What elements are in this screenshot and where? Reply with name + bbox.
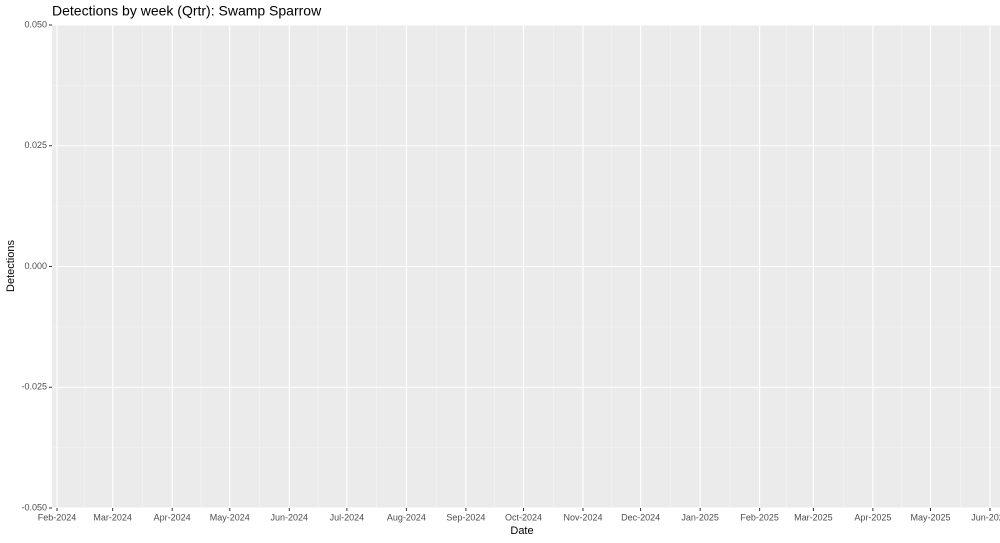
x-tick-label: Jan-2025 [681,512,719,522]
y-tick-label: 0.000 [24,261,47,271]
y-tick-label: 0.050 [24,19,47,29]
x-tick-label: Oct-2024 [505,512,542,522]
chart-title: Detections by week (Qrtr): Swamp Sparrow [52,3,322,19]
x-tick-label: May-2025 [910,512,950,522]
x-tick-label: Nov-2024 [563,512,602,522]
x-tick-label: Feb-2025 [740,512,779,522]
x-tick-label: Feb-2024 [38,512,77,522]
y-axis-title: Detections [5,240,17,292]
x-tick-label: Apr-2024 [154,512,191,522]
y-tick-label: -0.025 [21,382,47,392]
x-tick-label: Dec-2024 [621,512,660,522]
x-tick-label: May-2024 [210,512,250,522]
x-tick-label: Jun-2024 [271,512,309,522]
y-tick-label: 0.025 [24,140,47,150]
x-tick-label: Mar-2024 [93,512,132,522]
y-tick-label: -0.050 [21,502,47,512]
x-tick-label: Mar-2025 [794,512,833,522]
x-tick-label: Apr-2025 [854,512,891,522]
x-tick-label: Jul-2024 [330,512,365,522]
x-axis-title: Date [510,525,533,537]
x-tick-label: Jun-2025 [971,512,1000,522]
x-tick-label: Aug-2024 [387,512,426,522]
x-tick-label: Sep-2024 [446,512,485,522]
